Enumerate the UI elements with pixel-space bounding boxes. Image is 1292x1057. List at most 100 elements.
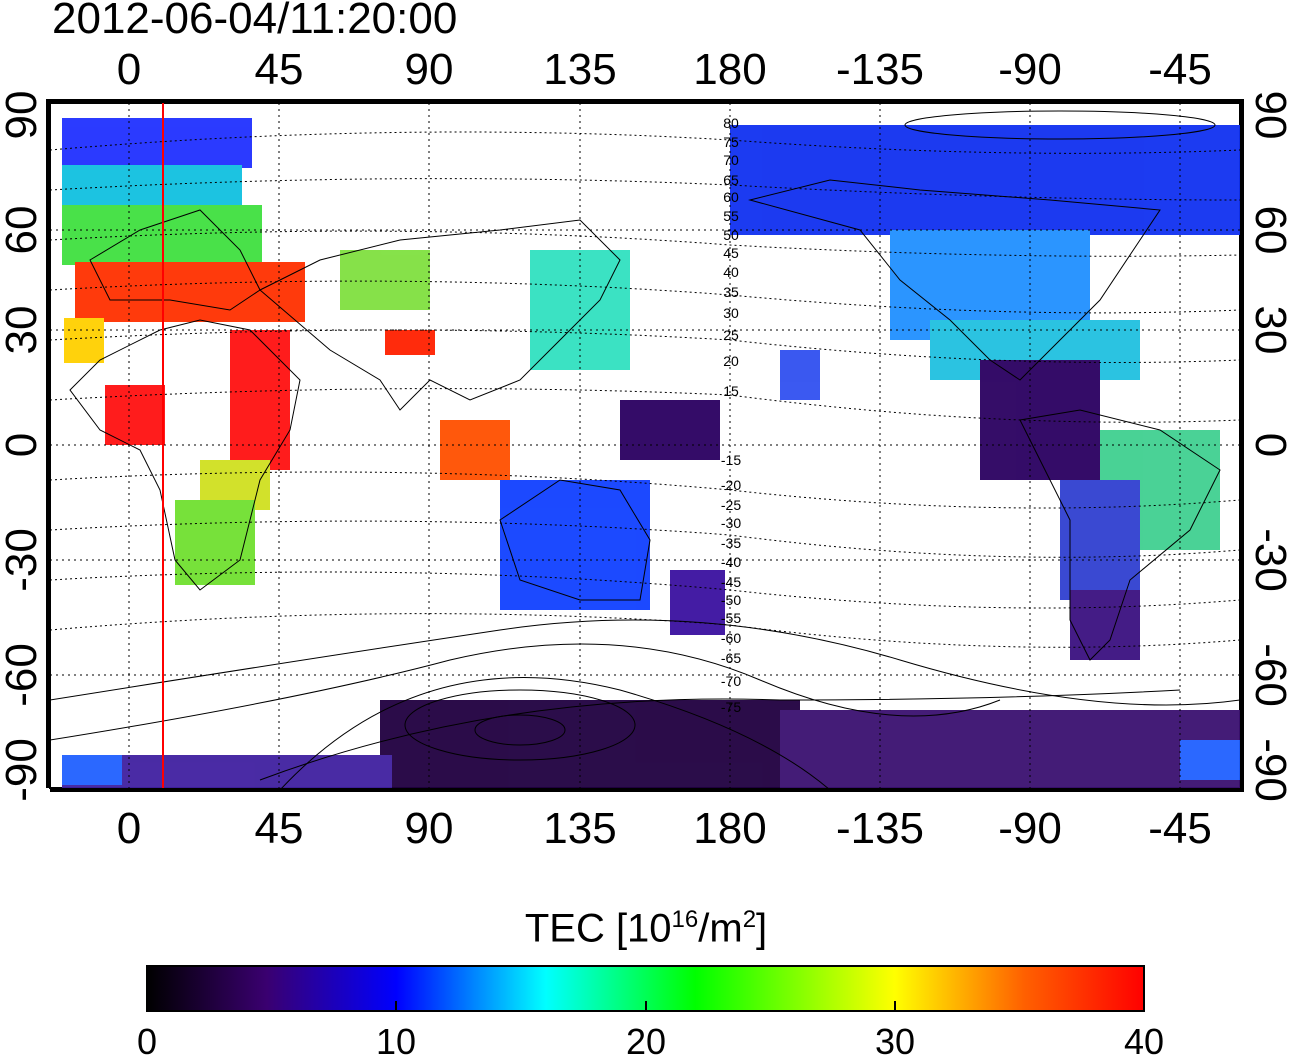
contour-label: 55 [723, 208, 739, 224]
tec-data-layer [62, 118, 1240, 788]
coastlines [69, 179, 1221, 781]
contour-label: 80 [723, 115, 739, 131]
contour-label: 20 [723, 353, 739, 369]
tec-patch-south-america [1060, 480, 1140, 600]
contour-label: -70 [721, 673, 741, 689]
left-lat-label: -30 [0, 528, 46, 592]
right-frame-bar [1240, 99, 1244, 792]
bottom-lon-label: 90 [405, 804, 454, 853]
right-lat-label: 90 [1246, 91, 1292, 140]
contour-label: -65 [721, 650, 741, 666]
bottom-frame-bar [50, 788, 1240, 792]
right-lat-label: 60 [1246, 206, 1292, 255]
right-lat-label: -60 [1246, 643, 1292, 707]
bottom-lon-label: -135 [836, 804, 924, 853]
tec-patch-pacific-west [620, 400, 720, 460]
tec-patch-new-zealand [670, 570, 725, 635]
left-lat-label: 30 [0, 306, 46, 355]
contour-label: 15 [723, 383, 739, 399]
top-lon-label: 45 [255, 45, 304, 94]
contour-label: -25 [721, 497, 741, 513]
left-lat-label: 90 [0, 91, 46, 140]
colorbar-title-exponent-2: 2 [742, 906, 757, 933]
right-lat-label: -30 [1246, 528, 1292, 592]
left-lat-label: -90 [0, 738, 46, 802]
australia-coastline [499, 479, 651, 601]
asia-coastline [259, 219, 621, 411]
contour-label: -60 [721, 630, 741, 646]
tec-patch-bellingshausen [1180, 740, 1240, 780]
tec-patch-mediterranean [75, 262, 305, 322]
contour-label: -45 [721, 574, 741, 590]
contour-label: 65 [723, 172, 739, 188]
tec-patch-scandinavia [62, 165, 242, 210]
contour-label: -30 [721, 515, 741, 531]
colorbar-title-prefix: TEC [10 [524, 906, 672, 951]
contour-label: 40 [723, 264, 739, 280]
contour-label: 45 [723, 245, 739, 261]
bottom-lon-label: -90 [998, 804, 1062, 853]
tec-patch-antarctic-gap [62, 700, 312, 740]
colorbar-tick-label: 10 [376, 1021, 416, 1057]
colorbar-title: TEC [1016/m2] [0, 906, 1292, 951]
tec-patch-west-africa [105, 385, 165, 445]
left-lat-label: -60 [0, 643, 46, 707]
contour-label: 25 [723, 327, 739, 343]
colorbar-axis: 0 10 20 30 40 [137, 1021, 1164, 1057]
tec-patch-australia [500, 480, 650, 610]
right-lat-label: 0 [1246, 433, 1292, 457]
contour-label: 70 [723, 152, 739, 168]
top-lon-label: 90 [405, 45, 454, 94]
top-frame-bar [50, 99, 1240, 103]
bottom-lon-label: 180 [693, 804, 766, 853]
contour-label: 75 [723, 134, 739, 150]
contour-label: 30 [723, 305, 739, 321]
timestamp-title: 2012-06-04/11:20:00 [52, 0, 458, 43]
top-lon-label: 135 [543, 45, 616, 94]
contour-label: -75 [721, 699, 741, 715]
tec-patch-south-asia [385, 330, 435, 355]
contour-label: -50 [721, 592, 741, 608]
tec-patch-pacific-central [780, 350, 820, 400]
tec-patch-south-africa [175, 500, 255, 585]
colorbar-title-exponent: 16 [671, 906, 699, 933]
tec-patch-central-america [980, 360, 1100, 480]
left-frame-bar [46, 99, 50, 788]
bottom-lon-label: 135 [543, 804, 616, 853]
top-lon-label: -90 [998, 45, 1062, 94]
left-lat-label: 60 [0, 206, 46, 255]
bottom-lon-label: 45 [255, 804, 304, 853]
right-lat-axis: 90 60 30 0 -30 -60 -90 [1246, 91, 1292, 802]
top-lon-axis: 0 45 90 135 180 -135 -90 -45 [117, 45, 1212, 94]
tec-patch-north-europe [62, 118, 252, 168]
top-lon-label: -135 [836, 45, 924, 94]
contour-label: 35 [723, 284, 739, 300]
tec-patch-north-america-north [730, 125, 1240, 235]
africa-coastline [69, 319, 301, 591]
bottom-lon-axis: 0 45 90 135 180 -135 -90 -45 [117, 804, 1212, 853]
colorbar-ticks [395, 1001, 896, 1011]
colorbar-tick-label: 0 [137, 1021, 157, 1057]
graticule [50, 103, 1240, 788]
left-lat-label: 0 [0, 433, 46, 457]
bottom-lon-label: -45 [1148, 804, 1212, 853]
right-lat-label: 30 [1246, 306, 1292, 355]
tec-patch-east-asia [530, 250, 630, 370]
tec-patch-antarctica-east [380, 700, 800, 788]
tec-patch-se-asia [440, 420, 510, 480]
tec-patch-central-asia [340, 250, 430, 310]
north-america-coastline [748, 179, 1161, 381]
top-lon-label: 180 [693, 45, 766, 94]
colorbar-tick-label: 40 [1124, 1021, 1164, 1057]
contour-label: -20 [721, 477, 741, 493]
contour-label: -40 [721, 554, 741, 570]
right-lat-label: -90 [1246, 738, 1292, 802]
bottom-lon-label: 0 [117, 804, 141, 853]
colorbar-title-unit: /m [698, 906, 743, 951]
south-america-coastline [1019, 409, 1221, 661]
tec-patch-east-africa [230, 330, 290, 470]
contour-label: 50 [723, 227, 739, 243]
tec-patch-antarctica-west [780, 710, 1240, 788]
